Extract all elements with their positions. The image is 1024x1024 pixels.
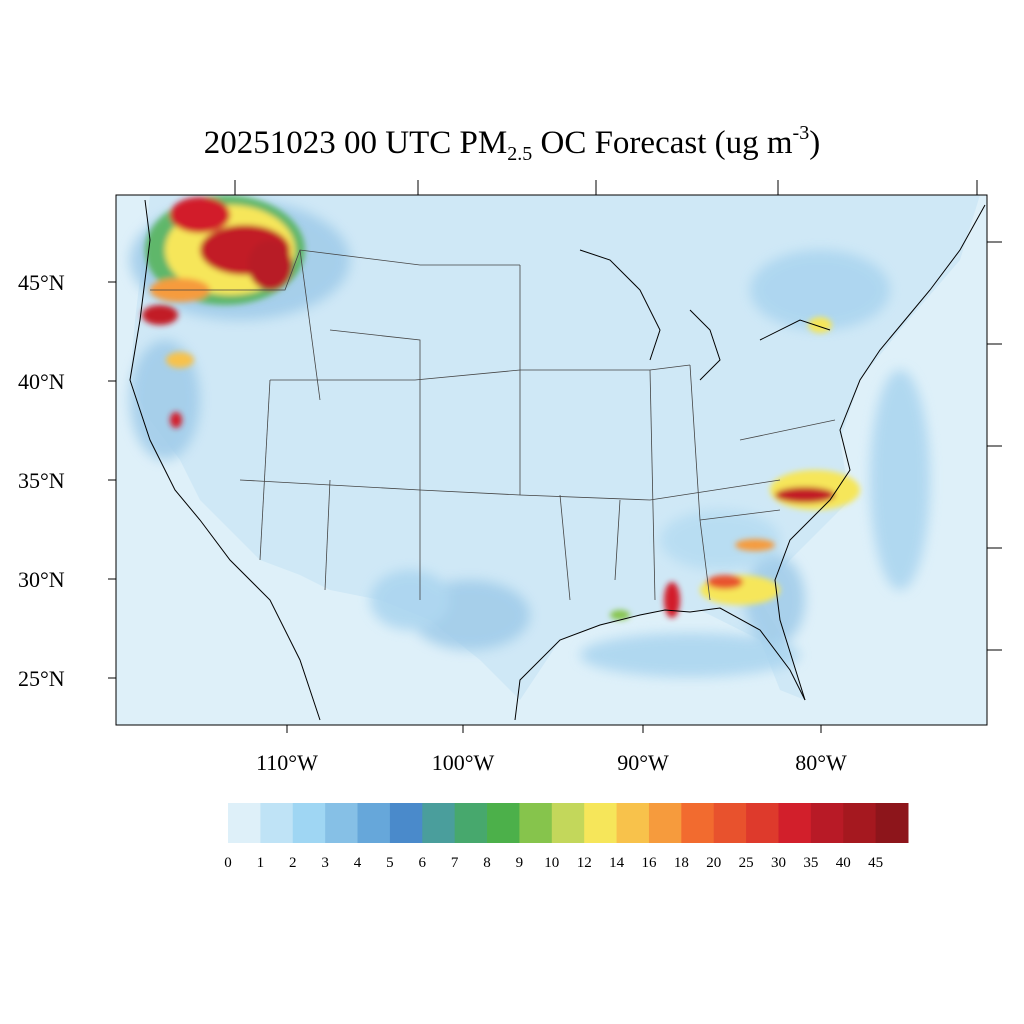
colorbar-swatch <box>648 803 682 843</box>
colorbar-level-label: 7 <box>450 855 459 871</box>
lon-label: 100°W <box>431 750 495 775</box>
colorbar-level-label: 9 <box>515 855 524 871</box>
colorbar-swatch <box>487 803 520 843</box>
colorbar-swatch <box>616 803 650 843</box>
colorbar-level-label: 45 <box>868 855 884 871</box>
colorbar-level-label: 14 <box>609 855 625 871</box>
map-frame <box>115 194 988 726</box>
state-borders <box>150 249 836 601</box>
colorbar-level-label: 40 <box>835 855 851 871</box>
hotspot-georgia-red <box>707 575 743 589</box>
colorbar-swatch <box>228 803 261 843</box>
lon-label: 90°W <box>617 750 669 775</box>
hotspot-sc <box>735 539 775 551</box>
colorbar-level-label: 20 <box>706 855 722 871</box>
hotspot-ny <box>808 317 832 333</box>
colorbar-level-label: 18 <box>673 855 689 871</box>
lon-label: 110°W <box>256 750 318 775</box>
hotspot-idaho-red <box>248 240 292 290</box>
colorbar-swatch <box>389 803 423 843</box>
colorbar-swatch <box>551 803 585 843</box>
colorbar-swatch <box>810 803 844 843</box>
colorbar-level-label: 5 <box>386 855 394 871</box>
hotspot-nw-north <box>170 197 230 233</box>
map-title: 20251023 00 UTC PM2.5 OC Forecast (ug m-… <box>203 122 821 165</box>
colorbar-swatch <box>584 803 618 843</box>
colorbar-swatch <box>325 803 359 843</box>
colorbar-swatch <box>681 803 715 843</box>
colorbar-level-label: 1 <box>256 855 265 871</box>
colorbar-level-label: 4 <box>353 855 362 871</box>
lat-label: 30°N <box>18 567 65 592</box>
hotspot-carolina-red <box>775 487 835 503</box>
lat-label: 35°N <box>18 468 65 493</box>
colorbar-swatch <box>260 803 294 843</box>
colorbar-level-label: 16 <box>641 855 657 871</box>
hotspot-la <box>610 610 630 620</box>
colorbar-level-label: 2 <box>289 855 297 871</box>
hotspot-norcal <box>166 352 194 368</box>
colorbar-level-label: 35 <box>803 855 819 871</box>
colorbar-swatch <box>778 803 812 843</box>
lon-label: 80°W <box>795 750 847 775</box>
colorbar-swatch <box>713 803 747 843</box>
colorbar-level-label: 0 <box>224 855 232 871</box>
lat-label: 45°N <box>18 270 65 295</box>
colorbar-swatch <box>422 803 456 843</box>
hotspot-alabama <box>664 582 680 618</box>
coastline <box>129 199 986 721</box>
haze-southeast <box>660 510 780 570</box>
colorbar-swatch <box>292 803 326 843</box>
colorbar-level-label: 8 <box>483 855 491 871</box>
colorbar-swatch <box>519 803 553 843</box>
colorbar-swatch <box>454 803 488 843</box>
colorbar-level-label: 30 <box>770 855 786 871</box>
haze-gulf-plume <box>580 633 800 677</box>
haze-northeast <box>750 250 890 330</box>
lat-label: 40°N <box>18 369 65 394</box>
colorbar-swatch <box>875 803 909 843</box>
haze-atlantic <box>870 370 930 590</box>
haze-california <box>130 340 200 460</box>
colorbar-level-label: 12 <box>576 855 592 871</box>
colorbar-level-label: 10 <box>544 855 560 871</box>
colorbar-level-label: 3 <box>321 855 329 871</box>
hotspot-cal-red <box>170 412 182 428</box>
haze-texas <box>370 570 450 630</box>
colorbar-level-label: 6 <box>418 855 427 871</box>
lat-label: 25°N <box>18 666 65 691</box>
colorbar-swatch <box>746 803 779 843</box>
colorbar <box>228 803 909 843</box>
colorbar-swatch <box>843 803 877 843</box>
colorbar-swatch <box>357 803 391 843</box>
hotspot-oregon-red <box>142 305 178 325</box>
tick-marks <box>108 180 1002 733</box>
colorbar-level-label: 25 <box>738 855 754 871</box>
